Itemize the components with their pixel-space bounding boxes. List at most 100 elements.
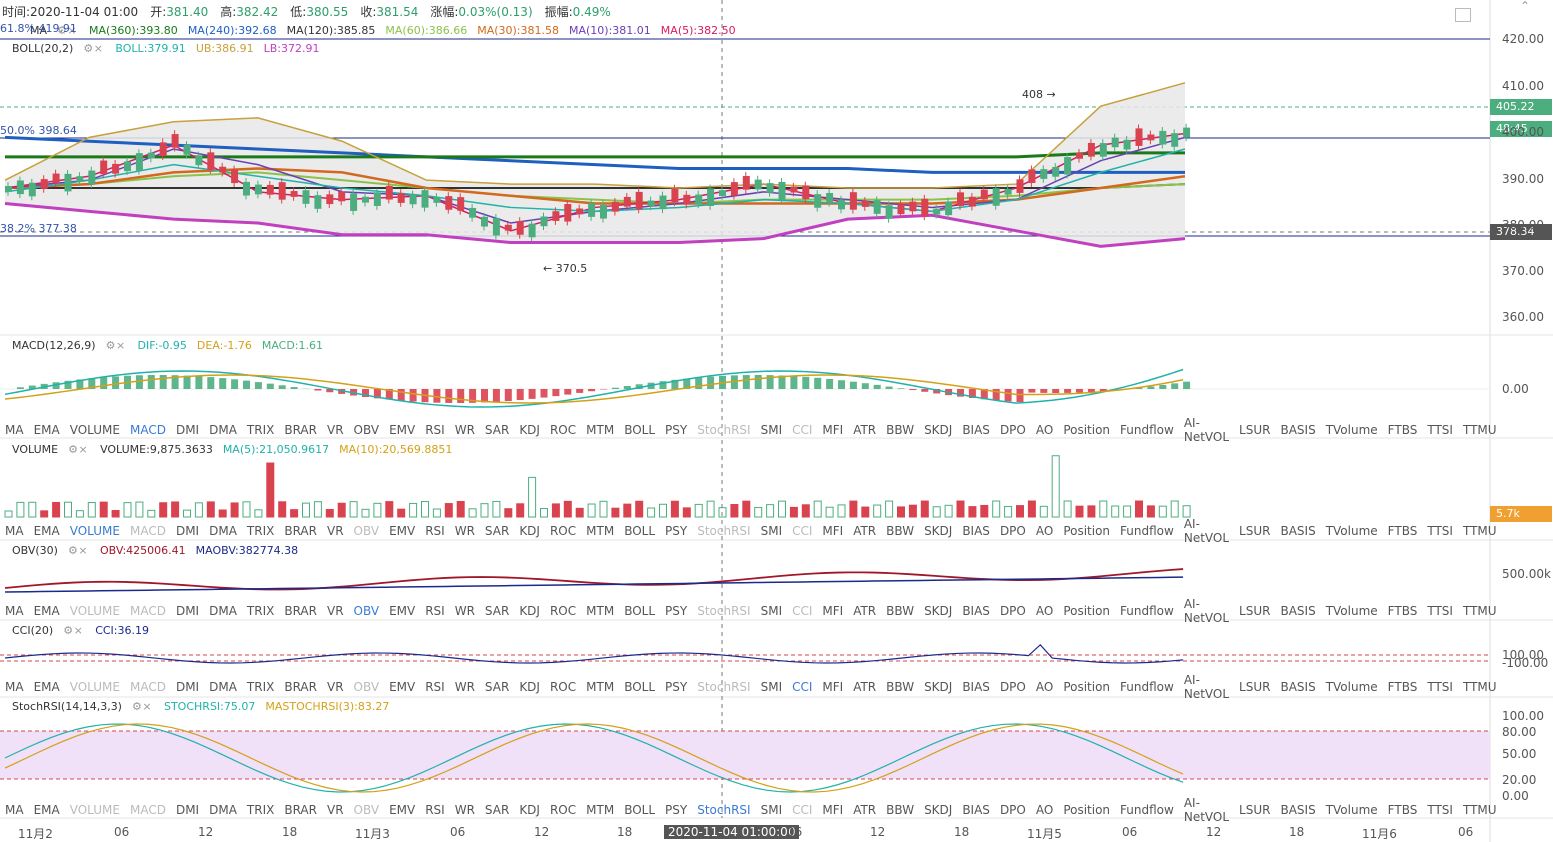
settings-icon[interactable]: ⚙ xyxy=(68,544,78,557)
indicator-tab-bbw[interactable]: BBW xyxy=(886,604,915,618)
indicator-tab-smi[interactable]: SMI xyxy=(760,423,783,437)
indicator-tab-ttmu[interactable]: TTMU xyxy=(1462,604,1497,618)
indicator-tab-ttmu[interactable]: TTMU xyxy=(1462,524,1497,538)
indicator-tab-sar[interactable]: SAR xyxy=(484,423,510,437)
indicator-tab-ao[interactable]: AO xyxy=(1035,803,1054,817)
indicator-tab-emv[interactable]: EMV xyxy=(389,680,416,694)
settings-icon[interactable]: ⚙ xyxy=(63,624,74,637)
indicator-tab-cci[interactable]: CCI xyxy=(792,680,813,694)
indicator-tab-ftbs[interactable]: FTBS xyxy=(1387,680,1418,694)
indicator-tab-smi[interactable]: SMI xyxy=(760,803,783,817)
indicator-tab-brar[interactable]: BRAR xyxy=(284,604,317,618)
indicator-tab-dma[interactable]: DMA xyxy=(209,680,237,694)
indicator-tab-position[interactable]: Position xyxy=(1063,803,1111,817)
indicator-tab-vr[interactable]: VR xyxy=(326,680,344,694)
indicator-tab-macd[interactable]: MACD xyxy=(129,423,166,437)
indicator-tab-wr[interactable]: WR xyxy=(454,604,475,618)
indicator-tab-lsur[interactable]: LSUR xyxy=(1239,524,1271,538)
indicator-tab-ftbs[interactable]: FTBS xyxy=(1387,524,1418,538)
indicator-tab-ai-netvol[interactable]: AI-NetVOL xyxy=(1183,597,1230,625)
indicator-tab-wr[interactable]: WR xyxy=(454,803,475,817)
indicator-tab-ma[interactable]: MA xyxy=(5,803,24,817)
indicator-tab-tvolume[interactable]: TVolume xyxy=(1325,604,1378,618)
indicator-tab-ftbs[interactable]: FTBS xyxy=(1387,604,1418,618)
indicator-tab-trix[interactable]: TRIX xyxy=(246,803,275,817)
indicator-tab-macd[interactable]: MACD xyxy=(129,604,166,618)
indicator-tab-rsi[interactable]: RSI xyxy=(425,803,445,817)
indicator-tab-skdj[interactable]: SKDJ xyxy=(924,680,953,694)
indicator-tab-tvolume[interactable]: TVolume xyxy=(1325,680,1378,694)
indicator-tab-wr[interactable]: WR xyxy=(454,524,475,538)
indicator-tab-kdj[interactable]: KDJ xyxy=(519,423,540,437)
indicator-tab-fundflow[interactable]: Fundflow xyxy=(1120,803,1174,817)
indicator-tab-dmi[interactable]: DMI xyxy=(175,680,200,694)
indicator-tab-kdj[interactable]: KDJ xyxy=(519,680,540,694)
indicator-tab-ai-netvol[interactable]: AI-NetVOL xyxy=(1183,673,1230,701)
indicator-tab-brar[interactable]: BRAR xyxy=(284,680,317,694)
indicator-tab-ftbs[interactable]: FTBS xyxy=(1387,803,1418,817)
indicator-tab-mtm[interactable]: MTM xyxy=(586,524,615,538)
indicator-tab-ema[interactable]: EMA xyxy=(33,680,60,694)
indicator-tab-psy[interactable]: PSY xyxy=(665,604,688,618)
indicator-tab-emv[interactable]: EMV xyxy=(389,803,416,817)
indicator-tab-ao[interactable]: AO xyxy=(1035,524,1054,538)
indicator-tab-kdj[interactable]: KDJ xyxy=(519,803,540,817)
close-icon[interactable]: × xyxy=(78,443,88,456)
indicator-tab-ema[interactable]: EMA xyxy=(33,423,60,437)
indicator-tab-ema[interactable]: EMA xyxy=(33,524,60,538)
indicator-tab-obv[interactable]: OBV xyxy=(353,423,380,437)
indicator-tab-stochrsi[interactable]: StochRSI xyxy=(697,604,751,618)
indicator-tab-sar[interactable]: SAR xyxy=(484,803,510,817)
indicator-tab-dma[interactable]: DMA xyxy=(209,604,237,618)
indicator-tab-trix[interactable]: TRIX xyxy=(246,524,275,538)
indicator-tab-ttsi[interactable]: TTSI xyxy=(1427,524,1453,538)
indicator-tab-rsi[interactable]: RSI xyxy=(425,680,445,694)
indicator-tab-obv[interactable]: OBV xyxy=(353,604,380,618)
indicator-tab-skdj[interactable]: SKDJ xyxy=(924,524,953,538)
indicator-tab-stochrsi[interactable]: StochRSI xyxy=(697,803,751,817)
indicator-tab-bias[interactable]: BIAS xyxy=(962,604,990,618)
indicator-tab-volume[interactable]: VOLUME xyxy=(69,803,120,817)
indicator-tab-lsur[interactable]: LSUR xyxy=(1239,604,1271,618)
indicator-tab-volume[interactable]: VOLUME xyxy=(69,604,120,618)
indicator-tab-ai-netvol[interactable]: AI-NetVOL xyxy=(1183,416,1230,444)
close-icon[interactable]: × xyxy=(78,544,88,557)
indicator-tab-psy[interactable]: PSY xyxy=(665,524,688,538)
indicator-tab-dmi[interactable]: DMI xyxy=(175,423,200,437)
indicator-tab-skdj[interactable]: SKDJ xyxy=(924,604,953,618)
indicator-tab-kdj[interactable]: KDJ xyxy=(519,604,540,618)
indicator-tab-dma[interactable]: DMA xyxy=(209,803,237,817)
indicator-tab-dma[interactable]: DMA xyxy=(209,423,237,437)
indicator-tab-ai-netvol[interactable]: AI-NetVOL xyxy=(1183,796,1230,824)
indicator-tab-sar[interactable]: SAR xyxy=(484,680,510,694)
indicator-tab-trix[interactable]: TRIX xyxy=(246,680,275,694)
indicator-tab-smi[interactable]: SMI xyxy=(760,524,783,538)
indicator-tab-roc[interactable]: ROC xyxy=(549,524,577,538)
close-icon[interactable]: × xyxy=(67,24,77,37)
indicator-tab-rsi[interactable]: RSI xyxy=(425,423,445,437)
indicator-tab-psy[interactable]: PSY xyxy=(665,423,688,437)
indicator-tab-mfi[interactable]: MFI xyxy=(822,423,844,437)
indicator-tab-ttsi[interactable]: TTSI xyxy=(1427,680,1453,694)
close-icon[interactable]: × xyxy=(93,42,103,55)
indicator-tab-basis[interactable]: BASIS xyxy=(1280,803,1316,817)
indicator-tab-atr[interactable]: ATR xyxy=(853,423,877,437)
indicator-tab-cci[interactable]: CCI xyxy=(792,524,813,538)
indicator-tab-roc[interactable]: ROC xyxy=(549,423,577,437)
indicator-tab-ao[interactable]: AO xyxy=(1035,423,1054,437)
indicator-tab-ao[interactable]: AO xyxy=(1035,680,1054,694)
indicator-tab-stochrsi[interactable]: StochRSI xyxy=(697,680,751,694)
indicator-tab-bbw[interactable]: BBW xyxy=(886,524,915,538)
indicator-tab-bias[interactable]: BIAS xyxy=(962,423,990,437)
chevron-up-icon[interactable]: ⌃ xyxy=(1520,0,1531,13)
indicator-tab-obv[interactable]: OBV xyxy=(353,803,380,817)
indicator-tab-lsur[interactable]: LSUR xyxy=(1239,803,1271,817)
indicator-tab-cci[interactable]: CCI xyxy=(792,803,813,817)
settings-icon[interactable]: ⚙ xyxy=(57,24,67,37)
indicator-tab-mtm[interactable]: MTM xyxy=(586,803,615,817)
indicator-tab-dmi[interactable]: DMI xyxy=(175,604,200,618)
fullscreen-icon[interactable] xyxy=(1455,8,1471,22)
indicator-tab-basis[interactable]: BASIS xyxy=(1280,680,1316,694)
indicator-tab-psy[interactable]: PSY xyxy=(665,680,688,694)
indicator-tab-fundflow[interactable]: Fundflow xyxy=(1120,604,1174,618)
